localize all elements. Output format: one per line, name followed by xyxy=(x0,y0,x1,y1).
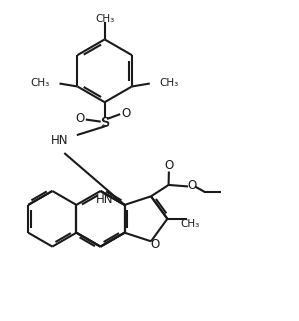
Text: HN: HN xyxy=(96,193,113,206)
Text: O: O xyxy=(164,159,173,172)
Text: O: O xyxy=(76,112,85,125)
Text: CH₃: CH₃ xyxy=(160,78,179,88)
Text: HN: HN xyxy=(51,134,69,147)
Text: O: O xyxy=(150,239,159,251)
Text: O: O xyxy=(187,179,196,192)
Text: CH₃: CH₃ xyxy=(95,14,114,24)
Text: CH₃: CH₃ xyxy=(180,219,199,229)
Text: CH₃: CH₃ xyxy=(30,78,50,88)
Text: S: S xyxy=(100,116,109,130)
Text: S: S xyxy=(101,116,109,129)
Text: O: O xyxy=(121,107,130,120)
